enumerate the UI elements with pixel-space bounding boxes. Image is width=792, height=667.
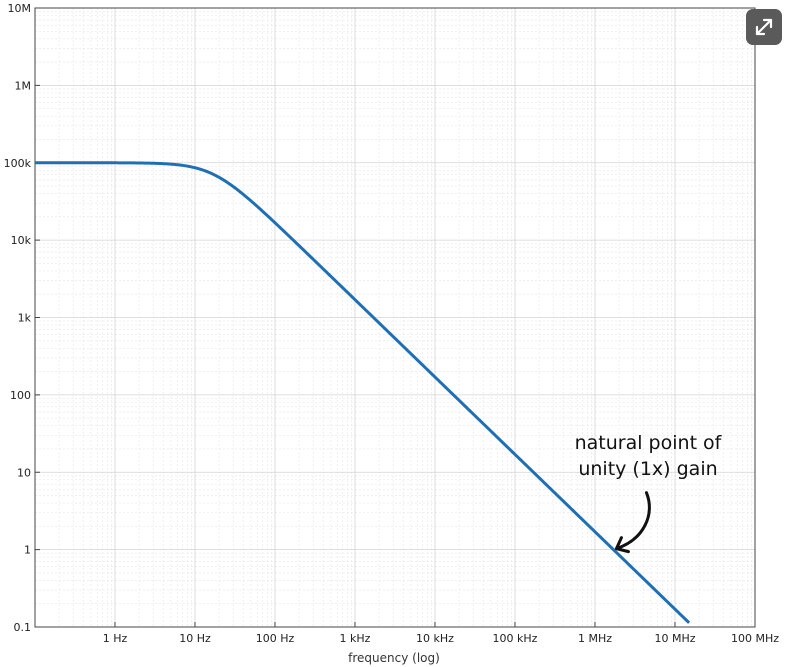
- y-tick-label: 100: [10, 389, 31, 402]
- y-tick-label: 1k: [18, 312, 32, 325]
- y-tick-labels: 0.1 1 10 100 1k 10k 100k 1M 10M: [4, 2, 32, 634]
- x-tick-label: 100 MHz: [731, 632, 779, 645]
- series-line-gain: [35, 161, 691, 624]
- annotation-arrow: [614, 491, 651, 554]
- y-tick-label: 1: [24, 544, 31, 557]
- x-tick-labels: 1 Hz 10 Hz 100 Hz 1 kHz 10 kHz 100 kHz 1 MHz 10…: [103, 632, 780, 645]
- x-tick-label: 1 kHz: [340, 632, 371, 645]
- y-tick-label: 100k: [4, 157, 32, 170]
- annotation-line-2: unity (1x) gain: [578, 458, 717, 480]
- x-tick-label: 10 Hz: [179, 632, 211, 645]
- x-tick-label: 1 MHz: [578, 632, 612, 645]
- x-axis-label: frequency (log): [348, 651, 440, 665]
- x-tick-label: 10 kHz: [416, 632, 454, 645]
- expand-button[interactable]: [746, 9, 782, 45]
- expand-icon: [755, 18, 773, 36]
- x-tick-label: 10 MHz: [654, 632, 695, 645]
- y-tick-label: 0.1: [14, 621, 32, 634]
- annotation-line-1: natural point of: [575, 432, 723, 454]
- x-tick-label: 1 Hz: [103, 632, 128, 645]
- y-tick-label: 10k: [11, 234, 32, 247]
- y-tick-label: 10: [17, 466, 31, 479]
- x-tick-label: 100 Hz: [256, 632, 295, 645]
- major-gridlines: [35, 7, 756, 628]
- x-tick-label: 100 kHz: [493, 632, 538, 645]
- y-tick-label: 1M: [15, 79, 32, 92]
- y-tick-label: 10M: [8, 2, 32, 15]
